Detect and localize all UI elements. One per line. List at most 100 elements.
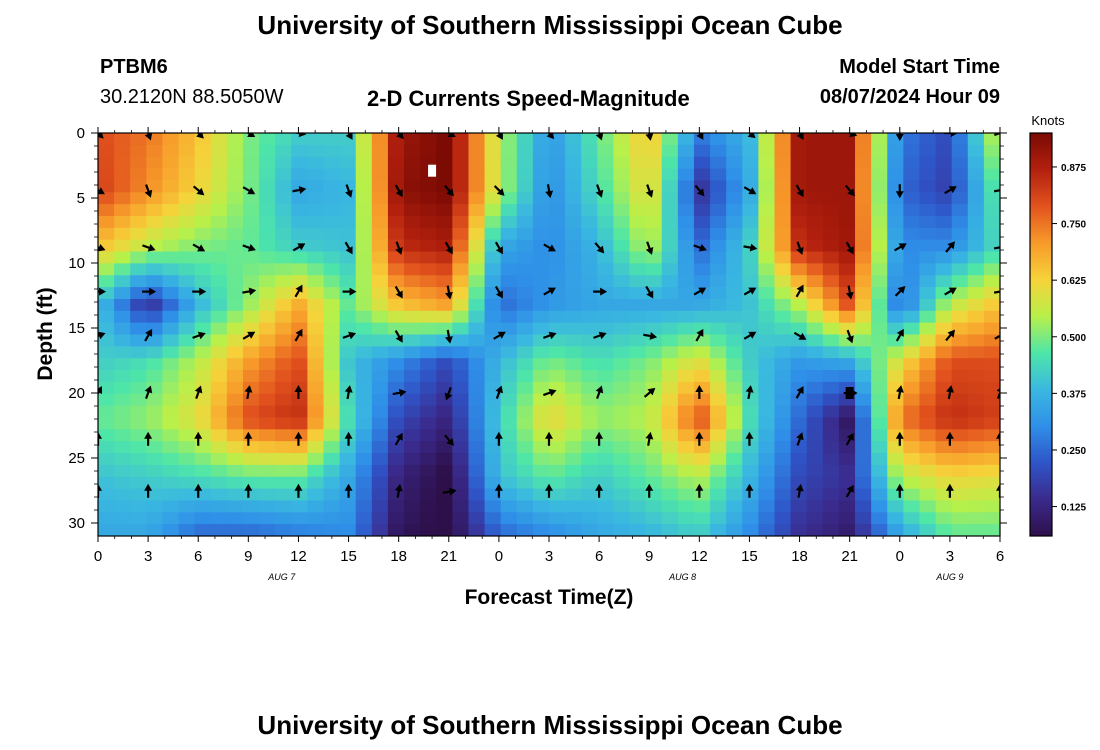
heatmap-cell <box>855 476 872 490</box>
heatmap-cell <box>597 144 615 158</box>
heatmap-cell <box>178 310 196 324</box>
heatmap-cell <box>565 251 582 264</box>
heatmap-cell <box>677 429 695 442</box>
heatmap-cell <box>162 251 180 264</box>
heatmap-cell <box>259 500 276 513</box>
heatmap-cell <box>693 358 711 371</box>
heatmap-cell <box>516 476 534 490</box>
x-tick-label: 21 <box>841 548 858 565</box>
heatmap-cell <box>371 358 389 371</box>
heatmap-cell <box>484 358 502 371</box>
heatmap-cell <box>226 192 244 205</box>
heatmap-cell <box>178 156 196 170</box>
heatmap-cell <box>291 263 308 276</box>
heatmap-cell <box>162 192 180 205</box>
current-arrow <box>994 331 1000 340</box>
heatmap-cell <box>114 464 131 478</box>
heatmap-cell <box>549 192 566 205</box>
heatmap-cell <box>178 524 196 536</box>
heatmap-cell <box>822 346 840 359</box>
heatmap-cell <box>645 370 663 383</box>
heatmap-cell <box>468 239 486 253</box>
heatmap-cell <box>726 393 743 407</box>
heatmap-cell <box>307 417 325 430</box>
current-arrow <box>694 184 705 197</box>
heatmap-cell <box>130 334 147 347</box>
heatmap-cell <box>371 192 389 205</box>
heatmap-cell <box>484 156 502 170</box>
date-label: AUG 9 <box>935 572 963 582</box>
heatmap-cell <box>162 239 180 253</box>
heatmap-cell <box>967 287 985 300</box>
heatmap-cell <box>226 263 244 276</box>
heatmap-cell <box>838 346 856 359</box>
heatmap-cell <box>806 370 824 383</box>
y-tick-label: 15 <box>68 320 85 337</box>
heatmap-cell <box>629 251 647 264</box>
heatmap-cell <box>404 453 421 466</box>
heatmap-cell <box>661 500 679 513</box>
date-label: AUG 7 <box>267 572 296 582</box>
heatmap-cell <box>919 488 937 502</box>
heatmap-cell <box>275 524 292 536</box>
heatmap-cell <box>371 227 389 241</box>
heatmap-cell <box>420 441 437 454</box>
heatmap-cell <box>130 227 147 241</box>
current-arrow <box>344 483 353 498</box>
heatmap-cell <box>726 441 743 454</box>
heatmap-cell <box>162 180 180 193</box>
heatmap-cell <box>500 417 518 430</box>
heatmap-cell <box>436 417 453 430</box>
current-arrow <box>98 186 105 195</box>
heatmap-cell <box>855 512 872 525</box>
heatmap-cell <box>500 453 518 466</box>
heatmap-cell <box>307 144 325 158</box>
y-tick-label: 0 <box>77 125 85 142</box>
heatmap-cell <box>581 287 598 300</box>
current-arrow <box>494 483 503 498</box>
heatmap-cell <box>951 275 969 288</box>
heatmap-cell <box>178 275 196 288</box>
heatmap-cell <box>983 453 1000 466</box>
current-arrow <box>695 385 704 399</box>
heatmap-cell <box>194 417 212 430</box>
heatmap-cell <box>871 500 888 513</box>
heatmap-cell <box>565 381 582 395</box>
heatmap-cell <box>98 370 115 383</box>
heatmap-cell <box>903 441 921 454</box>
heatmap-cell <box>404 429 421 442</box>
heatmap-cell <box>742 358 759 371</box>
heatmap-cell <box>629 453 647 466</box>
heatmap-cell <box>259 370 276 383</box>
heatmap-cell <box>468 441 486 454</box>
heatmap-cell <box>806 251 824 264</box>
heatmap-cell <box>549 500 566 513</box>
heatmap-cell <box>532 346 550 359</box>
heatmap-cell <box>210 133 228 146</box>
heatmap-cell <box>371 144 389 158</box>
heatmap-cell <box>855 488 872 502</box>
heatmap-cell <box>210 358 228 371</box>
heatmap-cell <box>758 429 776 442</box>
heatmap-cell <box>468 512 486 525</box>
heatmap-cell <box>855 393 872 407</box>
heatmap-cell <box>436 524 453 536</box>
heatmap-cell <box>774 381 792 395</box>
heatmap-cell <box>822 476 840 490</box>
heatmap-cell <box>790 215 808 229</box>
heatmap-cell <box>822 512 840 525</box>
heatmap-cell <box>935 441 953 454</box>
x-axis-label: Forecast Time(Z) <box>465 586 634 609</box>
heatmap-cell <box>259 381 276 395</box>
heatmap-cell <box>758 227 776 241</box>
heatmap-cell <box>532 180 550 193</box>
heatmap-cell <box>484 476 502 490</box>
heatmap-cell <box>275 180 292 193</box>
heatmap-cell <box>790 310 808 324</box>
heatmap-cell <box>629 204 647 217</box>
heatmap-cell <box>822 275 840 288</box>
heatmap-cell <box>645 275 663 288</box>
heatmap-cell <box>484 405 502 419</box>
heatmap-cell <box>500 204 518 217</box>
heatmap-cell <box>806 275 824 288</box>
